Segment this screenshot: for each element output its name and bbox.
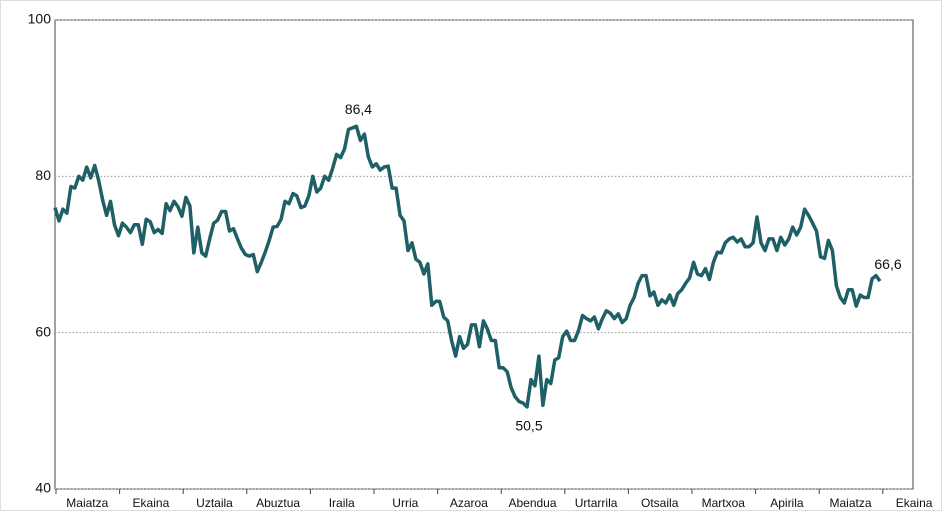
x-tick-label: Ekaina [133,496,170,510]
x-tick-label: Abuztua [256,496,300,510]
x-tick-label: Martxoa [702,496,746,510]
x-tick-label: Otsaila [641,496,679,510]
x-tick-label: Azaroa [450,496,488,510]
x-tick-label: Apirila [770,496,804,510]
x-tick-label: Maiatza [829,496,871,510]
y-tick-label: 40 [35,480,51,496]
x-tick-label: Ekaina [896,496,933,510]
line-series [53,124,882,409]
y-tick-label: 80 [35,167,51,183]
y-tick-label: 60 [35,323,51,339]
x-tick-label: Urtarrila [575,496,618,510]
plot-border [54,19,914,490]
x-tick-label: Abendua [508,496,556,510]
annotation: 66,6 [874,256,901,272]
annotation: 86,4 [345,101,372,117]
x-tick-label: Iraila [329,496,355,510]
y-tick-label: 100 [28,11,52,27]
x-tick-label: Urria [392,496,418,510]
x-tick-label: Maiatza [66,496,108,510]
annotation: 50,5 [515,418,542,434]
x-tick-label: Uztaila [196,496,233,510]
